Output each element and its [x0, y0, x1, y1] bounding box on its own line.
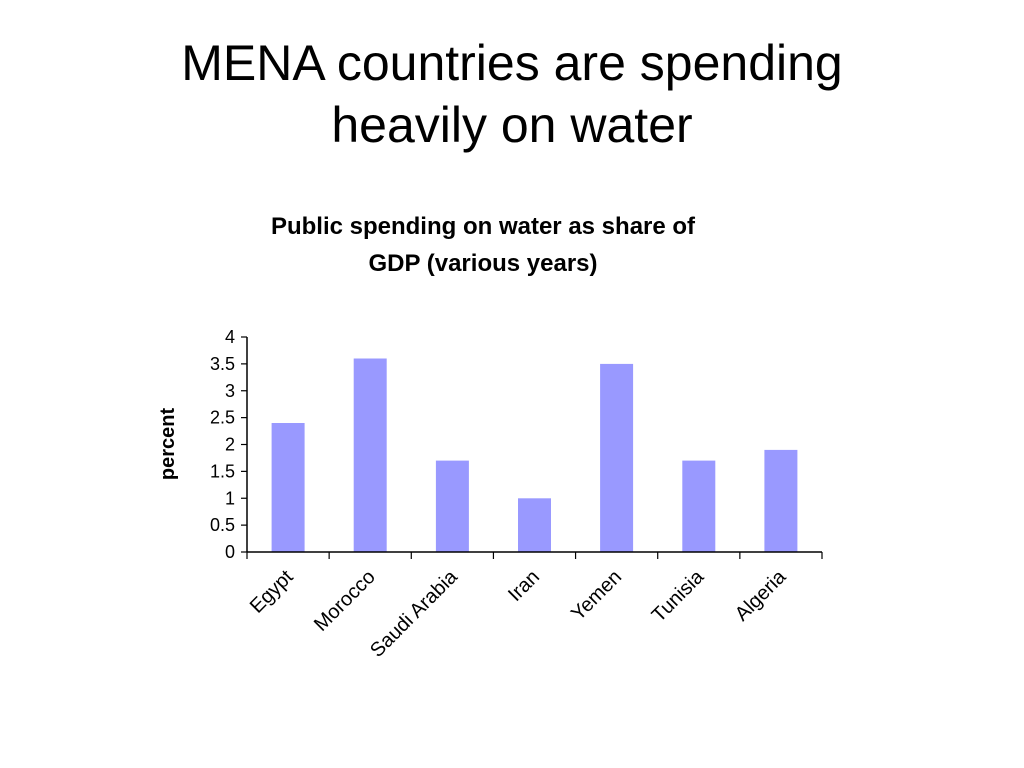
- y-axis-label: percent: [157, 408, 179, 481]
- y-tick-label: 0: [225, 542, 235, 562]
- bar-saudi-arabia: [435, 460, 469, 552]
- y-tick-label: 2: [225, 435, 235, 455]
- bar-morocco: [353, 358, 387, 552]
- bar-egypt: [271, 423, 305, 552]
- x-tick-label-egypt: Egypt: [246, 566, 298, 618]
- y-tick-label: 4: [225, 327, 235, 347]
- y-tick-label: 3.5: [210, 354, 235, 374]
- slide-title-line-2: heavily on water: [331, 97, 693, 153]
- bar-iran: [518, 498, 551, 553]
- y-tick-label: 0.5: [210, 515, 235, 535]
- bar-yemen: [600, 363, 634, 552]
- y-tick-label: 3: [225, 381, 235, 401]
- slide-title-line-1: MENA countries are spending: [181, 35, 843, 91]
- x-tick-label-iran: Iran: [504, 566, 544, 606]
- y-tick-label: 2.5: [210, 408, 235, 428]
- chart-title-line-1: Public spending on water as share of: [270, 213, 696, 240]
- x-tick-label-morocco: Morocco: [310, 566, 380, 636]
- bars-layer: [271, 358, 798, 553]
- chart-title: Public spending on water as share of GDP…: [200, 208, 766, 282]
- slide-title: MENA countries are spending heavily on w…: [0, 32, 1024, 156]
- x-tick-label-algeria: Algeria: [731, 565, 791, 625]
- y-tick-label: 1.5: [210, 461, 235, 481]
- chart-title-line-2: GDP (various years): [368, 250, 598, 277]
- x-tick-label-saudi-arabia: Saudi Arabia: [366, 565, 462, 661]
- y-tick-label: 1: [225, 488, 235, 508]
- x-tick-label-tunisia: Tunisia: [648, 565, 709, 626]
- bar-tunisia: [682, 460, 716, 552]
- bar-algeria: [764, 449, 798, 552]
- x-tick-label-yemen: Yemen: [567, 566, 626, 625]
